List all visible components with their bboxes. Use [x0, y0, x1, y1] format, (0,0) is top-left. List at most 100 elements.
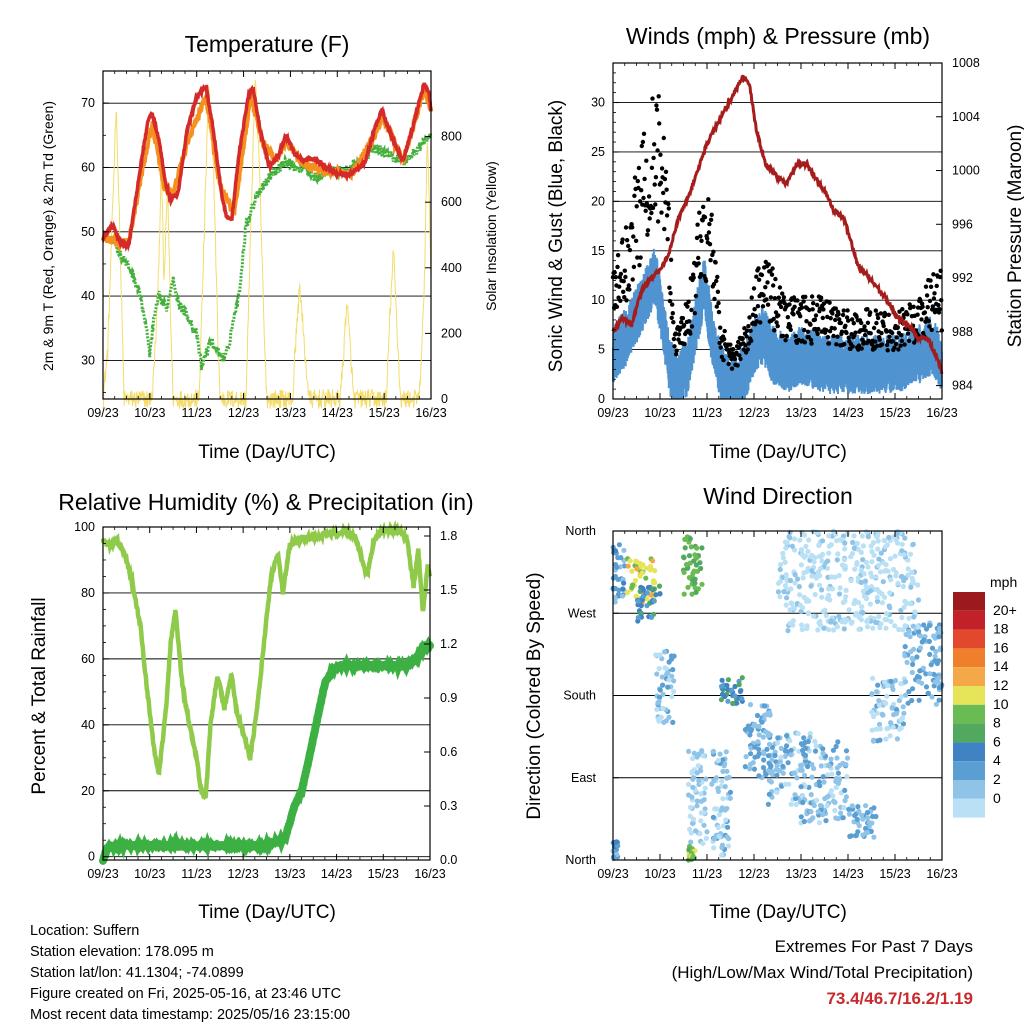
gust-point	[715, 289, 721, 294]
direction-point	[820, 812, 826, 818]
gust-point	[623, 274, 628, 280]
direction-point	[883, 736, 889, 742]
gust-point	[756, 266, 761, 271]
direction-point	[743, 754, 749, 760]
gust-point	[662, 226, 667, 232]
direction-point	[670, 719, 676, 726]
direction-point	[792, 792, 798, 798]
x-tick-label: 11/23	[181, 867, 211, 881]
gust-point	[776, 295, 781, 300]
precip-line	[99, 635, 434, 865]
winds-ylabel-right: Station Pressure (Maroon)	[1005, 125, 1024, 348]
direction-point	[859, 533, 865, 539]
humidity-series	[99, 520, 434, 865]
direction-point	[923, 671, 929, 677]
direction-point	[693, 554, 699, 560]
direction-point	[817, 622, 824, 628]
direction-point	[825, 772, 831, 778]
direction-point	[756, 723, 762, 730]
direction-point	[782, 753, 788, 759]
gust-point	[905, 312, 910, 317]
direction-point	[887, 605, 893, 611]
direction-point	[884, 611, 890, 617]
gust-point	[645, 232, 650, 237]
y2-tick-label: 984	[952, 379, 973, 393]
gust-point	[665, 237, 670, 242]
speed-legend-swatch	[953, 667, 985, 686]
gust-point	[931, 272, 936, 277]
gust-point	[649, 210, 654, 216]
humidity-gridlines	[103, 526, 430, 858]
gust-point	[631, 264, 637, 270]
gust-point	[883, 312, 888, 317]
direction-point	[618, 555, 624, 561]
direction-point	[820, 746, 826, 752]
y-tick-label: 30	[81, 353, 95, 367]
direction-point	[819, 594, 825, 600]
direction-point	[671, 678, 677, 684]
speed-legend-label: 0	[993, 790, 1001, 806]
gust-point	[643, 208, 648, 213]
direction-point	[748, 751, 754, 757]
direction-point	[923, 684, 930, 690]
direction-point	[612, 599, 618, 605]
direction-point	[698, 818, 704, 824]
direction-point	[818, 755, 824, 761]
gust-point	[709, 212, 714, 217]
direction-point	[915, 597, 922, 603]
gust-point	[840, 312, 846, 318]
direction-point	[840, 815, 846, 821]
direction-point	[670, 667, 676, 673]
direction-point	[688, 544, 694, 550]
direction-point	[718, 683, 725, 689]
direction-point	[909, 569, 915, 576]
direction-point	[921, 637, 927, 643]
gust-point	[831, 333, 836, 339]
direction-point	[662, 665, 668, 671]
gust-point	[841, 308, 846, 313]
gust-point	[749, 338, 754, 343]
gust-point	[844, 330, 849, 336]
gust-point	[617, 284, 622, 289]
winds-title: Winds (mph) & Pressure (mb)	[626, 23, 930, 49]
direction-point	[778, 562, 784, 568]
gust-point	[771, 283, 776, 288]
direction-point	[823, 818, 829, 824]
gust-point	[865, 320, 871, 325]
y-tick-label: 5	[598, 343, 605, 357]
gust-point	[728, 342, 733, 347]
gust-point	[849, 317, 855, 322]
gust-point	[808, 322, 813, 327]
direction-point	[806, 537, 812, 543]
direction-point	[666, 714, 672, 720]
gust-point	[714, 304, 719, 309]
gust-point	[653, 175, 659, 180]
direction-point	[791, 547, 798, 553]
gust-point	[899, 338, 904, 343]
direction-point	[931, 671, 937, 677]
gust-point	[718, 345, 723, 350]
direction-point	[747, 702, 754, 708]
direction-point	[817, 802, 824, 809]
direction-point	[794, 775, 800, 781]
gust-point	[652, 182, 657, 187]
direction-point	[715, 757, 722, 764]
direction-point	[759, 719, 765, 725]
direction-point	[789, 543, 796, 549]
direction-point	[874, 689, 880, 695]
direction-point	[899, 614, 905, 621]
direction-point	[910, 541, 916, 547]
gust-point	[721, 357, 726, 363]
direction-point	[811, 802, 817, 809]
direction-point	[657, 694, 663, 701]
direction-point	[899, 541, 905, 547]
direction-point	[809, 573, 815, 579]
gust-point	[820, 315, 825, 321]
gust-point	[760, 304, 766, 309]
direction-point	[846, 811, 853, 817]
y-tick-label: 70	[81, 96, 95, 110]
direction-point	[842, 787, 848, 794]
direction-point	[685, 781, 692, 788]
gust-point	[868, 310, 873, 315]
gust-point	[768, 295, 774, 300]
